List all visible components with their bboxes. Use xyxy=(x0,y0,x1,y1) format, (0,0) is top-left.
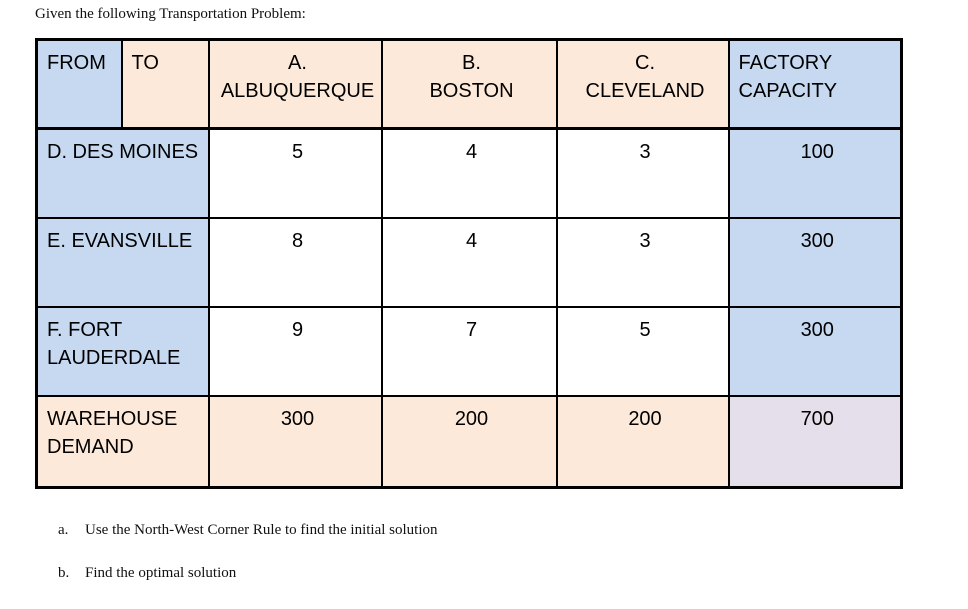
table-row-evansville: E. EVANSVILLE 8 4 3 300 xyxy=(35,216,903,308)
demand-cell: 200 xyxy=(380,394,558,489)
capacity-cell: 100 xyxy=(727,127,903,219)
header-cell-from: FROM xyxy=(35,38,123,130)
question-marker: b. xyxy=(58,565,70,581)
cost-cell: 3 xyxy=(555,127,730,219)
demand-cell: 200 xyxy=(555,394,730,489)
row-label-evansville: E. EVANSVILLE xyxy=(35,216,210,308)
table-row-des-moines: D. DES MOINES 5 4 3 100 xyxy=(35,127,903,219)
question-text: Find the optimal solution xyxy=(85,565,237,581)
header-cell-factory-capacity: FACTORY CAPACITY xyxy=(727,38,903,130)
column-letter: A. xyxy=(288,52,307,74)
total-cell: 700 xyxy=(727,394,903,489)
column-letter: B. xyxy=(462,52,481,74)
cost-cell: 8 xyxy=(207,216,383,308)
column-city: ALBUQUERQUE xyxy=(220,80,375,102)
question-a: a. Use the North-West Corner Rule to fin… xyxy=(58,522,438,539)
cost-cell: 7 xyxy=(380,305,558,397)
cost-cell: 4 xyxy=(380,216,558,308)
column-letter: C. xyxy=(635,52,655,74)
capacity-header-line2: CAPACITY xyxy=(738,80,838,102)
question-marker: a. xyxy=(58,522,69,538)
header-row: FROM TO A. ALBUQUERQUE B. BOSTON C. CLEV… xyxy=(35,38,903,130)
question-b: b. Find the optimal solution xyxy=(58,565,438,582)
header-cell-boston: B. BOSTON xyxy=(380,38,558,130)
capacity-cell: 300 xyxy=(727,305,903,397)
capacity-cell: 300 xyxy=(727,216,903,308)
page-title: Given the following Transportation Probl… xyxy=(35,6,306,22)
column-city: CLEVELAND xyxy=(585,80,705,102)
header-cell-to: TO xyxy=(120,38,210,130)
cost-cell: 3 xyxy=(555,216,730,308)
question-text: Use the North-West Corner Rule to find t… xyxy=(85,522,438,538)
header-cell-albuquerque: A. ALBUQUERQUE xyxy=(207,38,383,130)
demand-cell: 300 xyxy=(207,394,383,489)
capacity-header-line1: FACTORY xyxy=(738,52,833,74)
table-row-fort-lauderdale: F. FORT LAUDERDALE 9 7 5 300 xyxy=(35,305,903,397)
row-label-fort-lauderdale: F. FORT LAUDERDALE xyxy=(35,305,210,397)
cost-cell: 5 xyxy=(207,127,383,219)
table-row-warehouse-demand: WAREHOUSE DEMAND 300 200 200 700 xyxy=(35,394,903,489)
header-cell-cleveland: C. CLEVELAND xyxy=(555,38,730,130)
row-label-des-moines: D. DES MOINES xyxy=(35,127,210,219)
questions-list: a. Use the North-West Corner Rule to fin… xyxy=(58,522,438,608)
transportation-table: FROM TO A. ALBUQUERQUE B. BOSTON C. CLEV… xyxy=(35,38,903,489)
cost-cell: 4 xyxy=(380,127,558,219)
row-label-warehouse-demand: WAREHOUSE DEMAND xyxy=(35,394,210,489)
cost-cell: 5 xyxy=(555,305,730,397)
column-city: BOSTON xyxy=(429,80,514,102)
cost-cell: 9 xyxy=(207,305,383,397)
